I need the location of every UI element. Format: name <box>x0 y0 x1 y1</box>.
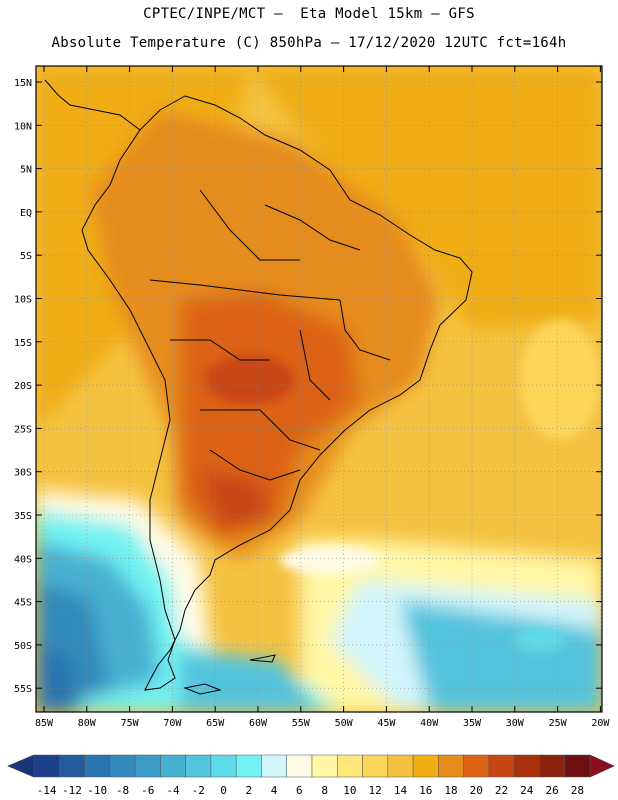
title-line-1: CPTEC/INPE/MCT – Eta Model 15km – GFS <box>143 6 475 22</box>
lat-label: 15N <box>14 78 32 89</box>
colorbar-swatch <box>185 754 212 778</box>
lat-label: 20S <box>14 381 32 392</box>
lat-label: 15S <box>14 338 32 349</box>
colorbar-swatch <box>59 754 85 778</box>
colorbar-label: 24 <box>520 784 534 797</box>
colorbar-label: 12 <box>369 784 382 797</box>
colorbar-label: 6 <box>296 784 303 797</box>
colorbar-label: 28 <box>571 784 584 797</box>
colorbar-swatch <box>387 754 414 778</box>
colorbar-swatch <box>235 754 262 778</box>
colorbar-swatch <box>134 754 161 778</box>
colorbar-label: -6 <box>141 784 154 797</box>
colorbar-swatch <box>513 754 540 778</box>
colorbar-label: -4 <box>166 784 180 797</box>
colorbar-label: -12 <box>62 784 82 797</box>
colorbar-label: 22 <box>495 784 508 797</box>
colorbar-label: 14 <box>394 784 408 797</box>
colorbar-label: 2 <box>246 784 253 797</box>
lat-label: 5N <box>20 165 32 176</box>
colorbar-over-arrow <box>589 754 615 778</box>
colorbar-label: 16 <box>419 784 432 797</box>
lon-label: 80W <box>78 718 97 729</box>
colorbar-swatch <box>311 754 338 778</box>
colorbar-swatch <box>463 754 490 778</box>
lat-label: EQ <box>20 208 32 219</box>
lat-label: 25S <box>14 424 32 435</box>
colorbar-swatch <box>564 754 591 778</box>
colorbar-label: 0 <box>220 784 227 797</box>
lat-label: 40S <box>14 554 32 565</box>
colorbar-swatch <box>362 754 389 778</box>
colorbar-swatch <box>438 754 464 778</box>
map-axes: 15N 10N 5N EQ 5S 10S 15S 20S 25S 30S 35S 40S 45S 50S 5… <box>14 66 610 729</box>
colorbar-swatch <box>261 754 287 778</box>
lon-label: 40W <box>420 718 439 729</box>
colorbar-label: 26 <box>545 784 558 797</box>
colorbar-label: 20 <box>470 784 483 797</box>
colorbar-swatch <box>160 754 186 778</box>
lon-label: 60W <box>249 718 268 729</box>
colorbar-under-arrow <box>7 754 35 778</box>
lon-label: 25W <box>549 718 568 729</box>
colorbar-label: -8 <box>116 784 129 797</box>
lon-label: 30W <box>506 718 525 729</box>
lon-label: 75W <box>121 718 140 729</box>
lon-label: 65W <box>206 718 225 729</box>
colorbar-label: 8 <box>321 784 328 797</box>
colorbar-label: 10 <box>343 784 356 797</box>
colorbar-swatch <box>84 754 111 778</box>
map-frame <box>35 65 603 713</box>
lat-label: 10N <box>14 121 32 132</box>
colorbar-swatch <box>286 754 313 778</box>
temperature-colorbar: -14 -12 -10 -8 -6 -4 -2 0 2 4 6 8 10 12 14 16 18 20 22 24 26… <box>7 754 615 797</box>
lon-label: 45W <box>377 718 396 729</box>
lon-label: 85W <box>35 718 54 729</box>
lat-label: 35S <box>14 511 32 522</box>
colorbar-swatch <box>539 754 565 778</box>
colorbar-swatch <box>210 754 237 778</box>
colorbar-label: 4 <box>271 784 278 797</box>
lon-label: 20W <box>591 718 610 729</box>
lat-label: 5S <box>20 251 32 262</box>
lat-label: 50S <box>14 641 32 652</box>
title-line-2: Absolute Temperature (C) 850hPa – 17/12/… <box>51 35 567 51</box>
colorbar-swatch <box>412 754 439 778</box>
lon-label: 35W <box>463 718 482 729</box>
colorbar-swatch <box>488 754 515 778</box>
colorbar-swatch <box>33 754 60 778</box>
lat-label: 55S <box>14 684 32 695</box>
colorbar-label: -2 <box>192 784 205 797</box>
lat-label: 30S <box>14 468 32 479</box>
coastline-borders <box>44 79 473 695</box>
lat-label: 10S <box>14 295 32 306</box>
temperature-field <box>36 66 602 712</box>
colorbar-swatch <box>109 754 136 778</box>
colorbar-label: 18 <box>444 784 457 797</box>
colorbar-label: -14 <box>37 784 57 797</box>
lat-label: 45S <box>14 598 32 609</box>
lon-label: 70W <box>163 718 182 729</box>
lon-label: 50W <box>335 718 354 729</box>
colorbar-swatch <box>337 754 363 778</box>
lon-label: 55W <box>292 718 311 729</box>
colorbar-label: -10 <box>87 784 107 797</box>
